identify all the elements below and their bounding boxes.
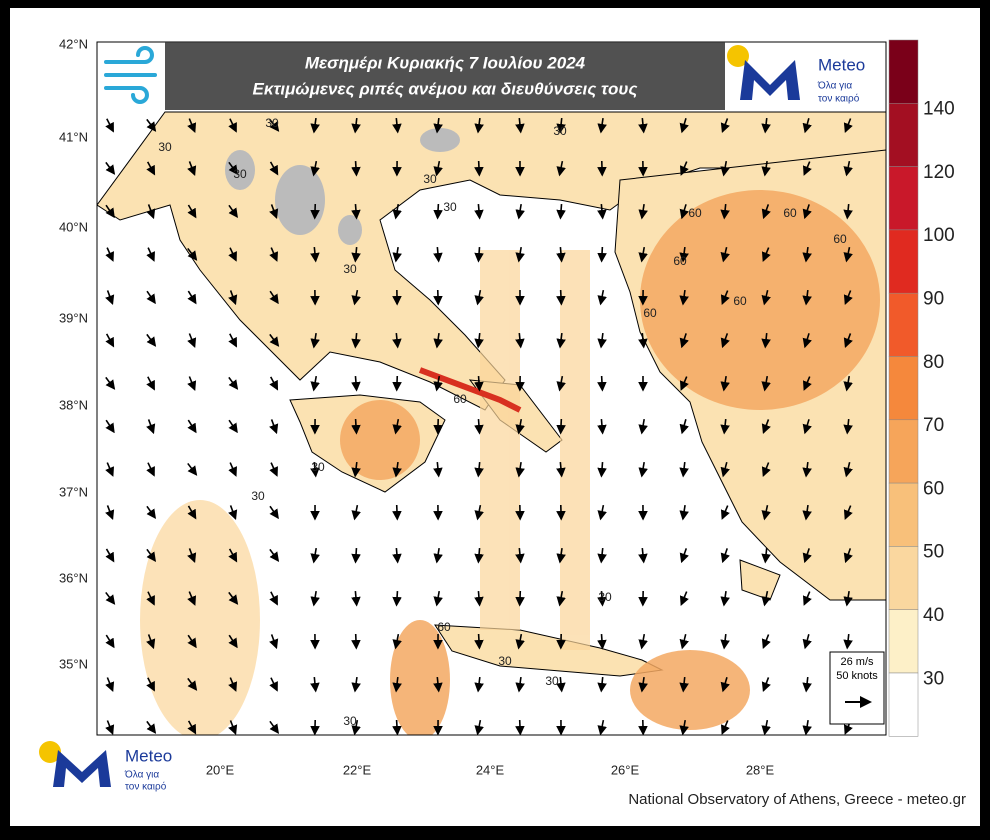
wind-icon [100,44,163,108]
wind-arrow [479,376,480,390]
wind-arrow [356,419,357,433]
wind-arrow [397,505,398,519]
wind-arrow [356,634,357,648]
colorbar-label: 60 [923,478,944,499]
colorbar-label: 90 [923,289,944,310]
colorbar-label: 80 [923,352,944,373]
subtitle: Εκτιμώμενες ριπές ανέμου και διευθύνσεις… [253,79,638,98]
wind-arrow [356,548,357,562]
colorbar-label: 40 [923,605,944,626]
top-logo: Meteo Όλα για τον καιρό [727,44,884,110]
wind-arrow [602,634,603,648]
reference-knots: 50 knots [836,670,878,682]
lat-label: 39°N [59,310,88,325]
lon-label: 22°E [343,762,372,777]
logo-tagline: τον καιρό [818,93,860,105]
colorbar-segment [889,357,918,420]
wind-arrow [315,204,316,218]
wind-arrow [356,161,357,175]
wind-arrow [561,419,562,433]
colorbar-segment [889,293,918,356]
lat-label: 38°N [59,397,88,412]
wind-arrow [520,720,521,734]
reference-vector: 26 m/s 50 knots [830,652,884,724]
contour-label: 60 [673,254,687,268]
wind-arrow [355,376,356,390]
contour-label: 30 [265,116,279,130]
contour-label: 30 [443,200,457,214]
wind-arrow [479,161,480,175]
colorbar-segment [889,103,918,166]
lon-label: 20°E [206,762,235,777]
logo-tagline: Όλα για [124,770,159,781]
colorbar-label: 120 [923,162,955,183]
lon-label: 24°E [476,762,505,777]
colorbar-label: 140 [923,99,955,120]
lat-label: 42°N [59,36,88,51]
contour-label: 60 [733,294,747,308]
contour-label: 60 [437,620,451,634]
contour-label: 30 [343,262,357,276]
wind-arrow [478,247,479,261]
lat-label: 35°N [59,656,88,671]
map: 30 30 30 30 30 30 30 60 60 60 60 60 60 60 30 30 30 30 30 60… [97,42,886,740]
contour-label: 60 [643,306,657,320]
wind-arrow [397,591,398,605]
contour-label: 30 [498,654,512,668]
logo-tagline: Όλα για [817,81,852,92]
wind-arrow [520,591,521,605]
colorbar-label: 70 [923,415,944,436]
contour-label: 30 [233,167,247,181]
contour-label: 60 [783,206,797,220]
wind-arrow [560,204,561,218]
colorbar-segment [889,546,918,609]
wind-arrow [479,634,480,648]
wind-arrow [602,376,603,390]
wind-arrow [397,720,398,734]
contour-label: 30 [553,124,567,138]
footer: National Observatory of Athens, Greece -… [628,791,966,808]
wind-arrow [601,462,602,476]
logo-name: Meteo [818,55,865,74]
wind-arrow [397,376,398,390]
colorbar-segment [889,420,918,483]
colorbar-label: 30 [923,668,944,689]
contour-label: 30 [343,714,357,728]
wind-arrow [438,204,439,218]
logo-name: Meteo [125,746,172,765]
contour-label: 30 [311,460,325,474]
wind-arrow [561,290,562,304]
colorbar-segment [889,230,918,293]
contour-label: 30 [158,140,172,154]
colorbar-segment [889,610,918,673]
contour-label: 30 [251,489,265,503]
lat-label: 37°N [59,484,88,499]
contour-label: 60 [688,206,702,220]
lat-label: 41°N [59,129,88,144]
contour-label: 30 [545,674,559,688]
wind-arrow [478,591,479,605]
logo-tagline: τον καιρό [125,781,167,793]
wind-arrow [355,204,356,218]
colorbar-label: 50 [923,542,944,563]
lat-label: 36°N [59,570,88,585]
title-box [165,42,725,110]
colorbar-segment [889,673,918,736]
colorbar-segment [889,40,918,103]
contour-label: 30 [598,590,612,604]
lon-label: 26°E [611,762,640,777]
reference-speed: 26 m/s [840,656,874,668]
colorbar-segment [889,167,918,230]
wind-arrow [602,247,603,261]
colorbar-segment [889,483,918,546]
colorbar-label: 100 [923,225,955,246]
contour-label: 60 [453,392,467,406]
title: Μεσημέρι Κυριακής 7 Ιουλίου 2024 [305,53,586,72]
contour-label: 60 [833,232,847,246]
lon-label: 28°E [746,762,775,777]
wind-arrow [478,419,479,433]
contour-label: 30 [423,172,437,186]
lat-label: 40°N [59,219,88,234]
